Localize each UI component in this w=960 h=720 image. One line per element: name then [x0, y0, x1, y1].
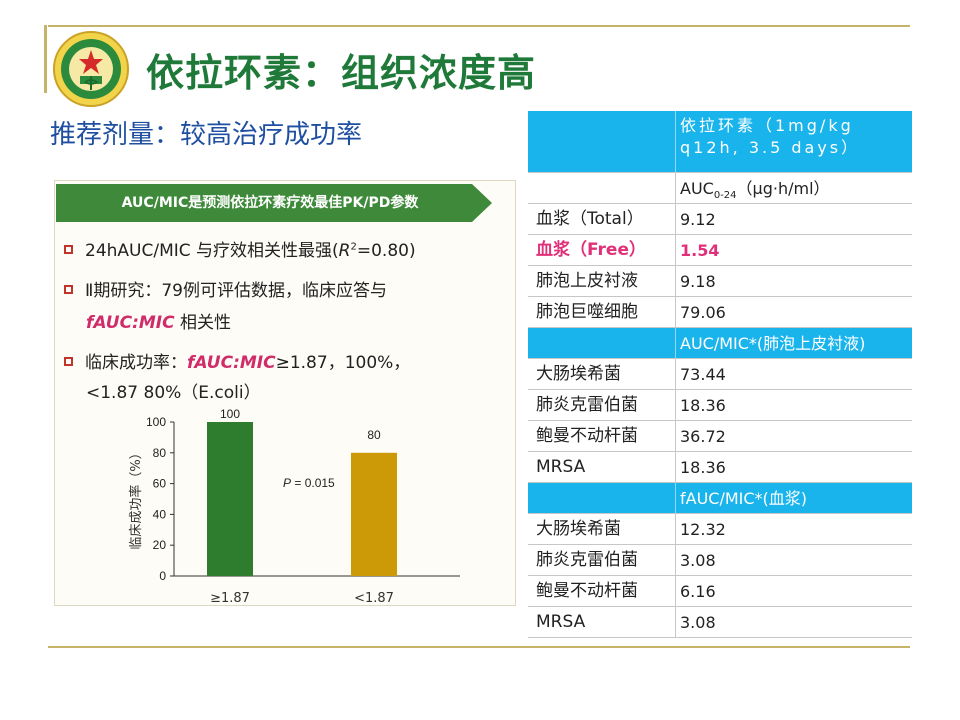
auc-label-sub: 0-24	[713, 190, 737, 202]
table-row: 大肠埃希菌 12.32	[528, 514, 912, 545]
y-axis-label: 临床成功率（%）	[128, 446, 144, 549]
auc-label-main: AUC	[680, 179, 714, 198]
y-tick-label: 20	[153, 538, 167, 552]
bullet3-line2: <1.87 80%（E.coli）	[86, 383, 261, 403]
row-value: 6.16	[680, 582, 716, 601]
row-name: 肺炎克雷伯菌	[528, 390, 676, 420]
bullet-correlation: 24hAUC/MIC 与疗效相关性最强(R2=0.80)	[64, 236, 416, 261]
table-cell-empty	[528, 173, 676, 203]
bullet2-red: fAUC:MIC	[86, 313, 175, 333]
row-value: 79.06	[680, 303, 726, 322]
x-tick-label: <1.87	[354, 591, 394, 606]
success-rate-chart: 0 20 40 60 80 100 100 ≥1.87 80 <1.87 P = 0.015 临床成功…	[128, 407, 460, 606]
section3-header: fAUC/MIC*(血浆)	[680, 489, 808, 508]
bar-data-label: 100	[220, 407, 240, 421]
section3-header-row: fAUC/MIC*(血浆)	[528, 483, 912, 514]
slide-title: 依拉环素：组织浓度高	[146, 51, 537, 95]
p-value-annotation: P = 0.015	[283, 476, 335, 490]
row-value: 3.08	[680, 613, 716, 632]
bullet3-prefix: 临床成功率：	[85, 353, 187, 373]
p-symbol: P	[283, 476, 291, 490]
bullet-square-icon	[64, 285, 73, 294]
row-name: 肺泡巨噬细胞	[528, 297, 676, 327]
bullet1-r: R	[338, 241, 351, 261]
table-cell-empty	[528, 328, 676, 358]
row-name: 鲍曼不动杆菌	[528, 421, 676, 451]
row-value: 9.18	[680, 272, 716, 291]
row-value: 36.72	[680, 427, 726, 446]
row-value: 18.36	[680, 396, 726, 415]
table-header-row: 依拉环素（1mg/kg q12h, 3.5 days）	[528, 111, 912, 173]
bar-1	[207, 422, 253, 576]
section2-header-row: AUC/MIC*(肺泡上皮衬液)	[528, 328, 912, 359]
slide-subtitle: 推荐剂量：较高治疗成功率	[50, 120, 363, 150]
y-tick-label: 0	[159, 569, 166, 583]
bullet2-tail: 相关性	[174, 313, 231, 333]
table-header-drug: 依拉环素（1mg/kg q12h, 3.5 days）	[676, 111, 912, 172]
table-row: 大肠埃希菌 73.44	[528, 359, 912, 390]
bullet-square-icon	[64, 245, 73, 254]
table-header-empty	[528, 111, 676, 172]
header-side-rule	[44, 25, 47, 93]
x-tick-label: ≥1.87	[210, 591, 250, 606]
bullet2-line1: Ⅱ期研究：79例可评估数据，临床应答与	[85, 281, 387, 301]
banner-arrow	[56, 184, 492, 222]
row-name: 大肠埃希菌	[528, 359, 676, 389]
table-row: MRSA 18.36	[528, 452, 912, 483]
row-value: 18.36	[680, 458, 726, 477]
table-row: 肺炎克雷伯菌 3.08	[528, 545, 912, 576]
pkpd-panel	[54, 180, 516, 606]
table-header-drug-line2: q12h, 3.5 days）	[680, 138, 861, 157]
table-row: MRSA 3.08	[528, 607, 912, 638]
table-row: 肺泡上皮衬液 9.18	[528, 266, 912, 297]
bullet1-suffix: =0.80)	[356, 241, 416, 261]
table-row: 鲍曼不动杆菌 6.16	[528, 576, 912, 607]
y-tick-label: 80	[153, 446, 167, 460]
table-row: 肺泡巨噬细胞 79.06	[528, 297, 912, 328]
table-row: 肺炎克雷伯菌 18.36	[528, 390, 912, 421]
table-row: 鲍曼不动杆菌 36.72	[528, 421, 912, 452]
panel-banner: AUC/MIC是预测依拉环素疗效最佳PK/PD参数	[121, 195, 419, 211]
bullet-phase2: Ⅱ期研究：79例可评估数据，临床应答与	[64, 276, 387, 301]
row-value: 3.08	[680, 551, 716, 570]
auc-label: AUC0-24（μg·h/ml）	[676, 173, 912, 203]
row-name: MRSA	[528, 607, 676, 637]
row-name: 肺泡上皮衬液	[528, 266, 676, 296]
table-cell-empty	[528, 483, 676, 513]
auc-label-unit: （μg·h/ml）	[736, 179, 830, 198]
row-name: 肺炎克雷伯菌	[528, 545, 676, 575]
table-row: 血浆（Free） 1.54	[528, 235, 912, 266]
row-name: 大肠埃希菌	[528, 514, 676, 544]
row-name: 鲍曼不动杆菌	[528, 576, 676, 606]
table-row: 血浆（Total） 9.12	[528, 204, 912, 235]
bullet-square-icon	[64, 357, 73, 366]
footer-rule	[48, 646, 910, 648]
bullet1-sup: 2	[350, 241, 357, 253]
p-value: = 0.015	[291, 476, 335, 490]
section2-header: AUC/MIC*(肺泡上皮衬液)	[680, 334, 866, 353]
row-value: 73.44	[680, 365, 726, 384]
hospital-logo	[53, 31, 129, 107]
row-value: 9.12	[680, 210, 716, 229]
bullet3-red: fAUC:MIC	[187, 353, 276, 373]
bar-data-label: 80	[367, 428, 381, 442]
row-name: MRSA	[528, 452, 676, 482]
bullet2-line2: fAUC:MIC 相关性	[86, 308, 231, 333]
bullet1-prefix: 24hAUC/MIC 与疗效相关性最强(	[85, 241, 339, 261]
row-value: 12.32	[680, 520, 726, 539]
row-name: 血浆（Total）	[528, 204, 676, 234]
header-rule	[48, 25, 910, 27]
y-tick-label: 60	[153, 477, 167, 491]
table-header-drug-line1: 依拉环素（1mg/kg	[680, 116, 854, 135]
row-value: 1.54	[680, 241, 720, 260]
bullet3-suffix: ≥1.87，100%，	[275, 353, 411, 373]
bar-2	[351, 452, 397, 576]
table-auc-label-row: AUC0-24（μg·h/ml）	[528, 173, 912, 204]
bullet-success-rate: 临床成功率：fAUC:MIC≥1.87，100%，	[64, 348, 410, 373]
y-tick-label: 40	[153, 507, 167, 521]
row-name: 血浆（Free）	[528, 235, 676, 265]
y-tick-label: 100	[146, 415, 166, 429]
